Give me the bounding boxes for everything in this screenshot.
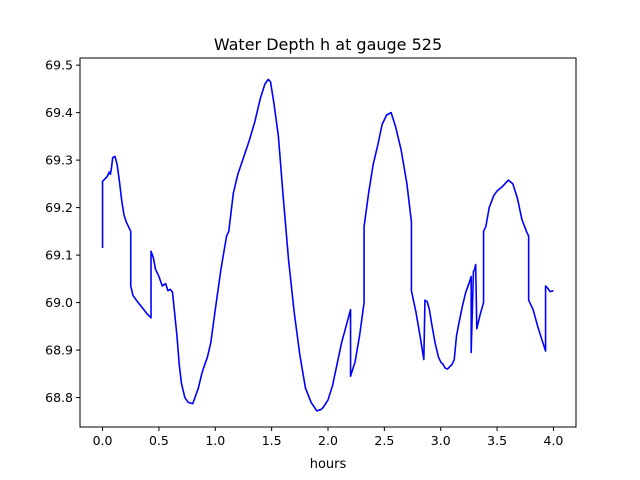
y-tick-label: 68.9	[45, 343, 73, 358]
x-axis: 0.0 0.5 1.0 1.5 2.0 2.5 3.0 3.5 4.0	[93, 427, 564, 448]
x-tick-label: 1.0	[205, 433, 225, 448]
y-axis: 68.8 68.9 69.0 69.1 69.2 69.3 69.4 69.5	[45, 58, 80, 405]
x-tick-label: 3.0	[431, 433, 451, 448]
x-tick-label: 0.0	[93, 433, 113, 448]
y-tick-label: 69.1	[45, 248, 73, 263]
chart-title: Water Depth h at gauge 525	[214, 35, 442, 54]
series-line-0	[101, 78, 554, 412]
x-tick-label: 3.5	[487, 433, 507, 448]
y-tick-label: 69.2	[45, 200, 73, 215]
x-tick-label: 2.0	[318, 433, 338, 448]
x-tick-label: 1.5	[262, 433, 282, 448]
plot-area	[79, 57, 577, 428]
y-tick-label: 68.8	[45, 390, 73, 405]
x-tick-label: 2.5	[374, 433, 394, 448]
plot-frame	[79, 57, 577, 428]
y-tick-label: 69.5	[45, 58, 73, 73]
y-tick-label: 69.3	[45, 153, 73, 168]
series-layer	[101, 78, 554, 412]
y-tick-label: 69.4	[45, 105, 73, 120]
x-axis-label: hours	[310, 457, 347, 472]
x-tick-label: 0.5	[149, 433, 169, 448]
y-tick-label: 69.0	[45, 295, 73, 310]
x-tick-label: 4.0	[544, 433, 564, 448]
